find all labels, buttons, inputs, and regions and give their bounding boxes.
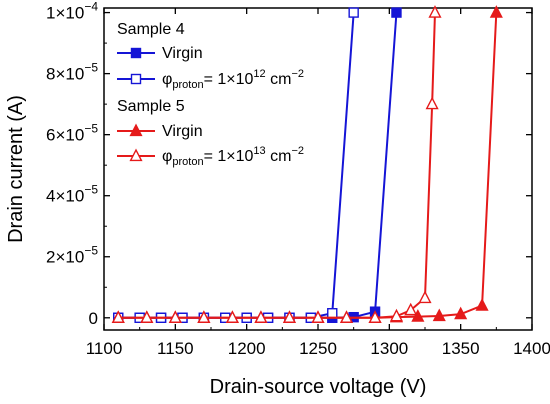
x-tick-label: 1400 [513,339,550,358]
legend-group-title: Sample 4 [117,21,185,38]
legend-label: Virgin [162,45,203,62]
ticks-layer: 1100 1150 1200 1250 1300 1350 1400 0 2×10−5 4×10−… [46,0,550,358]
data-point [489,5,503,18]
data-point [282,310,297,323]
data-point [368,310,382,323]
legend-label: φproton= 1×1012 cm−2 [162,68,304,91]
x-tick-label: 1150 [157,339,194,358]
legend-entry-3: Virgin [117,123,203,140]
y-tick-label: 6×10−5 [46,122,98,145]
x-tick-label: 1100 [86,339,123,358]
y-tick-label: 8×10−5 [46,61,98,84]
y-tick-label: 4×10−5 [46,183,98,206]
x-tick-label: 1350 [442,339,480,358]
data-point [129,123,143,137]
x-tick-label: 1200 [228,339,266,358]
data-point [129,148,143,162]
y-tick-label: 2×10−5 [46,244,98,267]
data-point [311,310,325,323]
data-point [428,5,442,18]
data-point [475,298,489,311]
data-point [418,290,432,304]
series-4 [111,5,442,323]
x-tick-label: 1250 [299,339,337,358]
data-point [327,308,338,319]
series-line [118,12,355,319]
data-point [454,306,468,320]
data-point [404,302,418,316]
data-point [254,310,268,323]
data-point [411,309,425,322]
x-tick-label: 1300 [370,339,408,358]
legend: Sample 4 Sample 5 Virgin φproton= 1×1012 cm… [117,21,304,168]
data-point [225,310,239,323]
y-tick-label: 1×10−4 [46,0,98,23]
data-point [425,96,439,110]
data-point [140,310,154,323]
legend-label: φproton= 1×1013 cm−2 [162,145,304,168]
data-point [130,73,142,85]
data-point [339,310,354,323]
series-2 [113,7,359,323]
data-point [432,308,446,322]
legend-entry-4: φproton= 1×1013 cm−2 [117,145,304,168]
legend-label: Virgin [162,123,203,140]
series-1 [113,7,402,323]
y-axis-label: Drain current (A) [5,95,27,243]
legend-entry-1: Virgin [117,45,203,62]
data-point [111,310,125,323]
legend-entry-2: φproton= 1×1012 cm−2 [117,68,304,91]
data-point [168,310,182,323]
series-layer [111,5,503,323]
data-point [391,7,402,18]
legend-group-title: Sample 5 [117,98,185,115]
x-axis-label: Drain-source voltage (V) [210,376,427,398]
data-point [389,308,404,322]
data-point [130,47,142,59]
series-line [118,12,398,319]
data-point [197,310,211,323]
y-tick-label: 0 [89,309,98,328]
data-point [348,7,359,18]
